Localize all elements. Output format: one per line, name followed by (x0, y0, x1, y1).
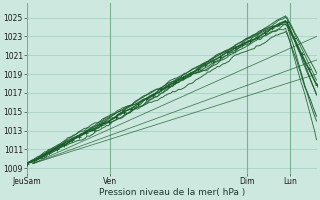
X-axis label: Pression niveau de la mer( hPa ): Pression niveau de la mer( hPa ) (99, 188, 245, 197)
